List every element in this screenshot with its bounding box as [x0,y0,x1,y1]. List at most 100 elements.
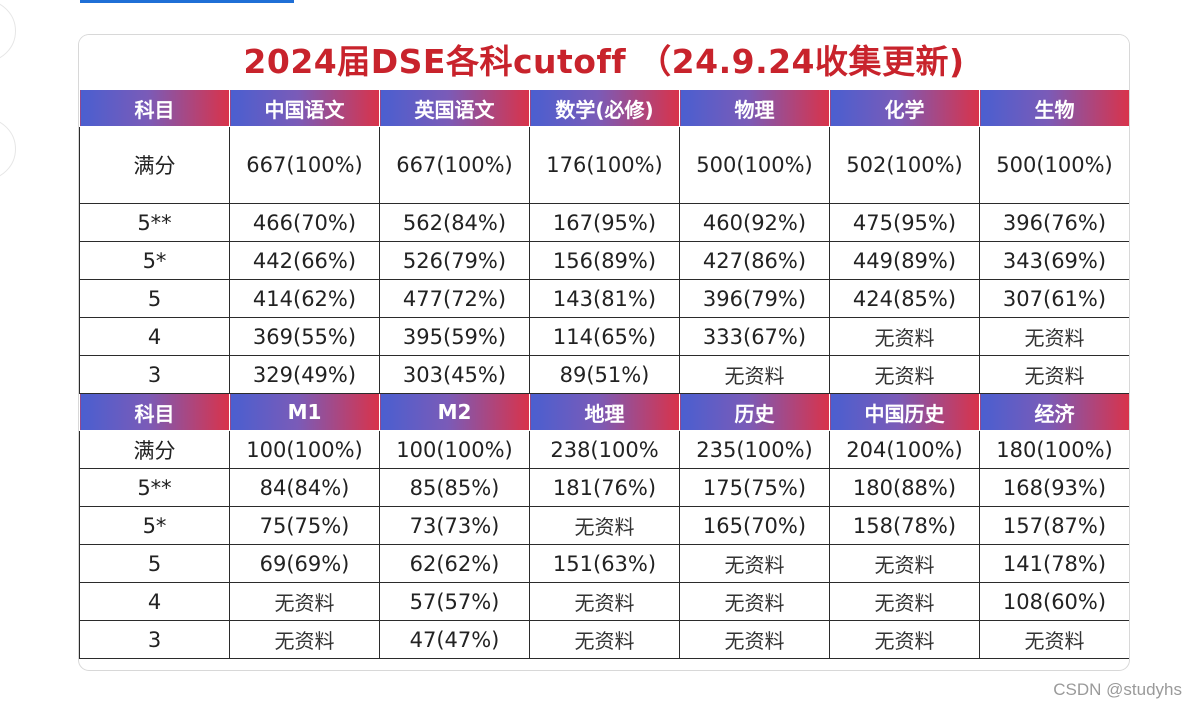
table-row: 满分 100(100%) 100(100%) 238(100% 235(100%) 204… [79,430,1129,469]
grade-cell: 5** [79,203,230,242]
score-cell: 114(65%) [529,317,680,356]
grade-cell: 5** [79,468,230,507]
score-cell: 442(66%) [229,241,380,280]
score-cell: 57(57%) [379,582,530,621]
grade-cell: 5* [79,506,230,545]
grade-cell: 4 [79,317,230,356]
cutoff-table-image: 2024届DSE各科cutoff （24.9.24收集更新) 科目 中国语文 英国语… [79,35,1129,670]
score-cell: 562(84%) [379,203,530,242]
score-cell: 395(59%) [379,317,530,356]
header-cell: 经济 [979,393,1129,431]
score-cell: 329(49%) [229,355,380,394]
side-float-button[interactable] [0,0,16,62]
score-cell: 无资料 [829,582,980,621]
score-cell: 333(67%) [679,317,830,356]
score-cell: 396(79%) [679,279,830,318]
score-cell: 无资料 [679,582,830,621]
header-cell: 中国语文 [229,89,380,127]
table-row: 5** 84(84%) 85(85%) 181(76%) 175(75%) 180(88%… [79,468,1129,507]
score-cell: 414(62%) [229,279,380,318]
score-cell: 无资料 [529,506,680,545]
score-cell: 84(84%) [229,468,380,507]
score-cell: 235(100%) [679,430,830,469]
header-cell: 数学(必修) [529,89,680,127]
top-link-underline [80,0,294,3]
grade-cell: 3 [79,355,230,394]
score-cell: 307(61%) [979,279,1129,318]
header-cell-subject: 科目 [79,89,230,127]
score-cell: 62(62%) [379,544,530,583]
score-cell: 89(51%) [529,355,680,394]
score-cell: 157(87%) [979,506,1129,545]
header-cell: 中国历史 [829,393,980,431]
score-cell: 667(100%) [379,126,530,204]
header-cell: 地理 [529,393,680,431]
grade-cell: 满分 [79,430,230,469]
header-cell: 英国语文 [379,89,530,127]
score-cell: 无资料 [979,355,1129,394]
score-cell: 100(100%) [379,430,530,469]
score-cell: 500(100%) [679,126,830,204]
grade-cell: 满分 [79,126,230,204]
score-cell: 73(73%) [379,506,530,545]
score-cell: 427(86%) [679,241,830,280]
score-cell: 396(76%) [979,203,1129,242]
table-row: 5* 442(66%) 526(79%) 156(89%) 427(86%) 449(89… [79,241,1129,280]
header-row: 科目 M1 M2 地理 历史 中国历史 经济 [79,393,1129,431]
score-cell: 无资料 [229,620,380,659]
score-cell: 143(81%) [529,279,680,318]
score-cell: 475(95%) [829,203,980,242]
score-cell: 343(69%) [979,241,1129,280]
grade-cell: 4 [79,582,230,621]
score-cell: 141(78%) [979,544,1129,583]
score-cell: 449(89%) [829,241,980,280]
score-cell: 无资料 [829,544,980,583]
score-cell: 477(72%) [379,279,530,318]
score-cell: 181(76%) [529,468,680,507]
score-cell: 108(60%) [979,582,1129,621]
score-cell: 526(79%) [379,241,530,280]
score-cell: 无资料 [679,544,830,583]
header-cell-subject: 科目 [79,393,230,431]
table-row: 4 369(55%) 395(59%) 114(65%) 333(67%) 无资料 无资料 [79,317,1129,356]
grade-cell: 5 [79,279,230,318]
header-cell: M1 [229,393,380,431]
table-row: 5** 466(70%) 562(84%) 167(95%) 460(92%) 475(9… [79,203,1129,242]
header-row: 科目 中国语文 英国语文 数学(必修) 物理 化学 生物 [79,89,1129,127]
score-cell: 168(93%) [979,468,1129,507]
score-cell: 165(70%) [679,506,830,545]
score-cell: 无资料 [679,620,830,659]
score-cell: 167(95%) [529,203,680,242]
score-cell: 158(78%) [829,506,980,545]
side-float-button[interactable] [0,118,16,180]
score-cell: 无资料 [529,582,680,621]
grade-cell: 3 [79,620,230,659]
score-cell: 47(47%) [379,620,530,659]
score-cell: 176(100%) [529,126,680,204]
table-title: 2024届DSE各科cutoff （24.9.24收集更新) [79,35,1129,89]
watermark: CSDN @studyhs [1053,680,1182,699]
score-cell: 无资料 [979,620,1129,659]
score-cell: 85(85%) [379,468,530,507]
score-cell: 无资料 [679,355,830,394]
score-cell: 667(100%) [229,126,380,204]
header-cell: 生物 [979,89,1129,127]
table-row: 3 329(49%) 303(45%) 89(51%) 无资料 无资料 无资料 [79,355,1129,394]
table-row: 满分 667(100%) 667(100%) 176(100%) 500(100%) 50… [79,126,1129,204]
cutoff-table: 科目 中国语文 英国语文 数学(必修) 物理 化学 生物 满分 667(100%) 667(100… [79,89,1129,659]
score-cell: 100(100%) [229,430,380,469]
score-cell: 无资料 [529,620,680,659]
score-cell: 204(100%) [829,430,980,469]
score-cell: 460(92%) [679,203,830,242]
table-row: 4 无资料 57(57%) 无资料 无资料 无资料 108(60%) [79,582,1129,621]
score-cell: 156(89%) [529,241,680,280]
score-cell: 238(100% [529,430,680,469]
header-cell: 历史 [679,393,830,431]
score-cell: 无资料 [979,317,1129,356]
score-cell: 466(70%) [229,203,380,242]
score-cell: 无资料 [829,317,980,356]
score-cell: 69(69%) [229,544,380,583]
score-cell: 无资料 [829,620,980,659]
score-cell: 180(100%) [979,430,1129,469]
score-cell: 500(100%) [979,126,1129,204]
